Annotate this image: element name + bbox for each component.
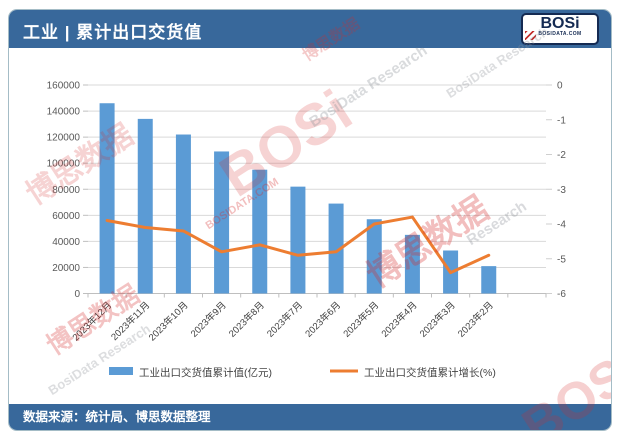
- growth-line: [105, 215, 491, 275]
- bosi-logo: BOSi BOSIDATA.COM: [521, 13, 599, 45]
- x-axis-label: 2023年12月: [70, 299, 114, 343]
- left-axis-label: 0: [74, 289, 80, 300]
- left-axis-label: 80000: [52, 185, 80, 196]
- right-axis-label: -3: [557, 185, 566, 196]
- watermark-text: 博思数据: [360, 189, 496, 296]
- left-axis-label: 100000: [47, 159, 81, 170]
- watermark-text: BOSi: [208, 77, 364, 210]
- data-source-text: 数据来源：统计局、博思数据整理: [23, 410, 211, 424]
- bar-2023年7月: [290, 186, 306, 294]
- x-axis-label: 2023年9月: [188, 299, 229, 340]
- x-axis-label: 2023年11月: [109, 299, 153, 343]
- legend-line-label: 工业出口交货值累计增长(%): [364, 366, 496, 379]
- legend-bar-swatch: [109, 367, 133, 375]
- bar-2023年11月: [137, 118, 153, 294]
- x-axis-label: 2023年7月: [264, 299, 305, 340]
- footer-bar: 数据来源：统计局、博思数据整理: [9, 404, 611, 430]
- chart-card: 0 20000 40000 60000 80000 100000 120000 140000 1…: [8, 9, 612, 431]
- watermark-layer: BOSi BOSIDATA.COM 博思数据 BosiData Research Res…: [9, 10, 611, 430]
- x-axis-label: 2023年2月: [455, 299, 496, 340]
- bar-2023年8月: [252, 169, 268, 294]
- bar-2023年12月: [99, 103, 115, 294]
- right-axis-label: -4: [557, 220, 566, 231]
- bar-2023年9月: [214, 151, 230, 294]
- bar-2023年10月: [175, 134, 191, 294]
- left-axis-label: 160000: [47, 81, 81, 92]
- watermark-text: BosiData Research: [306, 42, 431, 131]
- right-axis-label: -6: [557, 289, 566, 300]
- legend-bar-label: 工业出口交货值累计值(亿元): [139, 366, 272, 379]
- bar-2023年2月: [481, 266, 497, 294]
- plot-area: 0 20000 40000 60000 80000 100000 120000 140000 1…: [9, 10, 611, 430]
- bar-2023年5月: [366, 219, 382, 294]
- right-axis-label: -1: [557, 115, 566, 126]
- watermark-text: 博思数据: [20, 118, 140, 212]
- watermark-text: BOSIDATA.COM: [203, 175, 281, 233]
- x-axis-label: 2023年3月: [417, 299, 458, 340]
- right-axis-label: -5: [557, 254, 566, 265]
- left-axis-label: 140000: [47, 107, 81, 118]
- x-axis-label: 2023年8月: [226, 299, 267, 340]
- left-axis-label: 60000: [52, 211, 80, 222]
- bar-2023年6月: [328, 203, 344, 294]
- right-axis-label: -2: [557, 150, 566, 161]
- left-axis-label: 120000: [47, 133, 81, 144]
- logo-brand-text: BOSi: [540, 15, 580, 32]
- x-axis-label: 2023年5月: [341, 299, 382, 340]
- combo-chart: 0 20000 40000 60000 80000 100000 120000 140000 1…: [47, 81, 567, 380]
- x-axis-label: 2023年10月: [146, 299, 190, 343]
- logo-domain-text: BOSIDATA.COM: [538, 31, 582, 37]
- x-axis-label: 2023年4月: [379, 299, 420, 340]
- watermark-text: 博思数据: [41, 278, 145, 361]
- chart-title: 工业 | 累计出口交货值: [23, 23, 203, 42]
- bar-2023年4月: [404, 234, 420, 294]
- header-bar: 工业 | 累计出口交货值 BOSi BOSIDATA.COM: [9, 10, 611, 48]
- bar-2023年3月: [443, 250, 459, 294]
- left-axis-label: 20000: [52, 263, 80, 274]
- right-axis-label: 0: [557, 81, 563, 92]
- watermark-text: BosiData Research: [45, 320, 154, 399]
- logo-stripes-icon: [525, 31, 536, 40]
- watermark-text: Research: [463, 197, 530, 250]
- x-axis-label: 2023年6月: [303, 299, 344, 340]
- left-axis-label: 40000: [52, 237, 80, 248]
